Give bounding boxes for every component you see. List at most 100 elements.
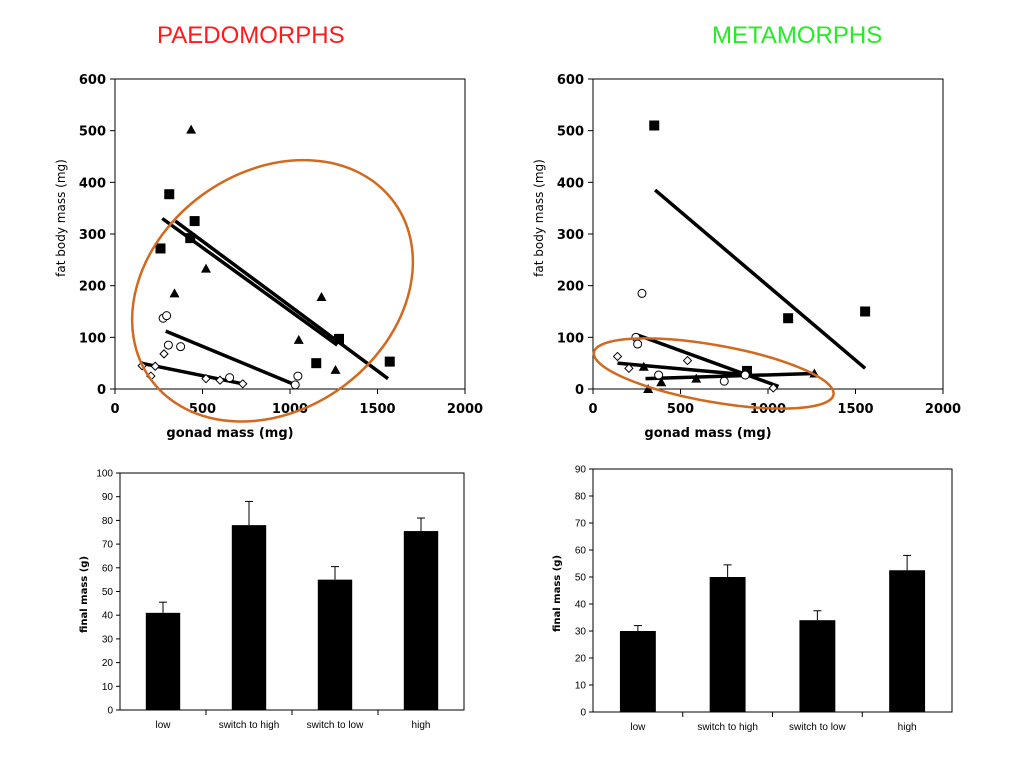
y-tick-label: 60 — [575, 546, 587, 557]
triangle-marker — [330, 364, 341, 374]
y-tick-label: 500 — [557, 125, 584, 140]
meta-scatter-plot-frame — [592, 78, 944, 390]
category-label: high — [898, 722, 917, 733]
x-tick-label: 1500 — [359, 402, 395, 417]
triangle-marker — [638, 361, 649, 371]
metamorphs-title: METAMORPHS — [712, 22, 883, 49]
square-marker — [189, 216, 200, 227]
y-tick-label: 40 — [575, 600, 587, 611]
circle-marker — [176, 342, 186, 352]
x-tick-label: 2000 — [925, 402, 961, 417]
y-tick-label: 400 — [557, 176, 584, 191]
y-tick-label: 70 — [102, 540, 114, 551]
bar — [317, 579, 353, 710]
y-tick-label: 0 — [575, 383, 584, 398]
y-tick-label: 100 — [557, 331, 584, 346]
circle-marker — [225, 373, 235, 383]
y-tick-label: 200 — [79, 280, 106, 295]
diamond-marker — [768, 383, 778, 393]
triangle-marker — [316, 292, 327, 302]
y-tick-label: 400 — [79, 176, 106, 191]
y-tick-label: 300 — [557, 228, 584, 243]
y-axis-label: final mass (g) — [79, 556, 90, 633]
diamond-marker — [238, 379, 248, 389]
y-tick-label: 300 — [79, 228, 106, 243]
bar — [889, 570, 926, 712]
circle-marker — [633, 339, 643, 349]
triangle-marker — [201, 263, 211, 273]
y-tick-label: 50 — [102, 587, 114, 598]
triangle-marker — [643, 384, 654, 393]
circle-marker — [654, 370, 664, 380]
triangle-marker — [691, 373, 702, 383]
y-tick-label: 500 — [79, 125, 106, 140]
circle-marker — [293, 371, 303, 381]
circle-marker — [162, 311, 172, 321]
square-marker — [155, 243, 166, 254]
y-tick-label: 100 — [96, 469, 113, 480]
category-label: low — [630, 722, 646, 733]
y-tick-label: 30 — [102, 634, 114, 645]
circle-marker — [719, 376, 729, 386]
x-tick-label: 2000 — [447, 402, 483, 417]
square-marker — [164, 189, 175, 200]
regression-line — [165, 329, 296, 387]
bar — [799, 620, 836, 712]
triangle-marker — [293, 334, 304, 344]
diamond-marker — [624, 363, 634, 374]
y-tick-label: 70 — [575, 519, 587, 530]
x-tick-label: 0 — [588, 402, 597, 417]
y-tick-label: 0 — [107, 706, 113, 717]
x-tick-label: 0 — [110, 402, 119, 417]
y-tick-label: 0 — [580, 708, 586, 719]
category-label: switch to high — [697, 722, 758, 733]
y-tick-label: 60 — [102, 563, 114, 574]
x-tick-label: 500 — [667, 402, 694, 417]
y-tick-label: 100 — [79, 331, 106, 346]
diamond-marker — [215, 375, 225, 385]
y-tick-label: 80 — [575, 492, 587, 503]
diamond-marker — [159, 349, 169, 359]
bar — [709, 577, 746, 712]
paedomorphs-title: PAEDOMORPHS — [157, 22, 345, 49]
diamond-marker — [150, 361, 160, 371]
bar — [619, 631, 656, 712]
square-marker — [185, 233, 196, 244]
diamond-marker — [201, 373, 211, 384]
square-marker — [783, 313, 794, 324]
category-label: switch to low — [789, 722, 846, 733]
y-tick-label: 600 — [557, 73, 584, 88]
y-tick-label: 30 — [575, 627, 587, 638]
circle-marker — [637, 288, 647, 298]
square-marker — [860, 306, 871, 317]
square-marker — [334, 333, 344, 344]
y-axis-label: final mass (g) — [552, 555, 563, 632]
y-axis-label: fat body mass (mg) — [54, 159, 68, 277]
y-tick-label: 20 — [575, 654, 587, 665]
triangle-marker — [169, 288, 180, 298]
diamond-marker — [612, 351, 623, 362]
regression-line — [645, 371, 814, 381]
circle-marker — [163, 340, 173, 350]
square-marker — [649, 120, 660, 131]
y-tick-label: 200 — [557, 280, 584, 295]
x-tick-label: 1000 — [272, 402, 308, 417]
y-tick-label: 90 — [102, 492, 114, 503]
diamond-marker — [682, 355, 693, 366]
x-axis-label: gonad mass (mg) — [166, 426, 293, 441]
category-label: switch to high — [219, 720, 280, 731]
y-tick-label: 40 — [102, 611, 114, 622]
bar — [403, 531, 439, 710]
category-label: switch to low — [307, 720, 364, 731]
square-marker — [384, 356, 395, 367]
y-tick-label: 0 — [97, 383, 106, 398]
y-tick-label: 600 — [79, 73, 106, 88]
y-tick-label: 50 — [575, 573, 587, 584]
regression-line — [174, 219, 390, 381]
regression-line — [653, 188, 867, 370]
y-tick-label: 10 — [575, 681, 587, 692]
x-tick-label: 1500 — [837, 402, 873, 417]
category-label: high — [412, 720, 431, 731]
y-tick-label: 90 — [575, 465, 587, 476]
category-label: low — [155, 720, 171, 731]
